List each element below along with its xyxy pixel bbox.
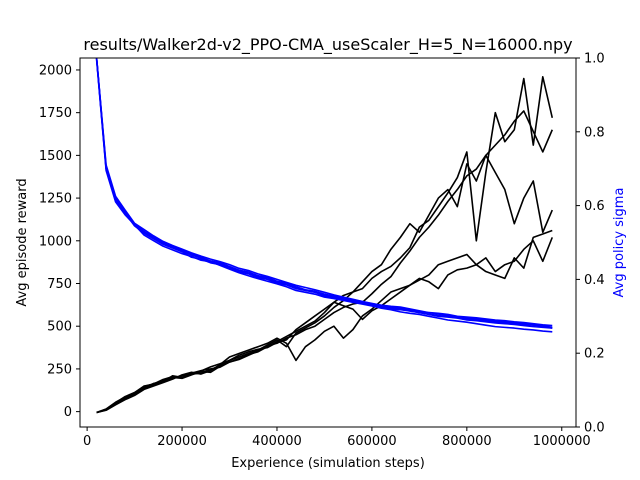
y-right-tick-label: 0.6 [584, 199, 605, 214]
x-tick-label: 1000000 [533, 434, 591, 449]
x-tick-label: 0 [83, 434, 91, 449]
x-tick-label: 200000 [157, 434, 207, 449]
y-tick-label: 0 [64, 405, 72, 420]
x-axis-title: Experience (simulation steps) [231, 456, 425, 471]
y-tick-label: 500 [47, 320, 72, 335]
x-axis-ticks: 0 200000 400000 600000 800000 1000000 [83, 427, 591, 449]
y-tick-label: 2000 [39, 63, 72, 78]
reward-series-line-0 [96, 110, 554, 414]
sigma-series-line-9 [95, 58, 553, 329]
y-tick-label: 1250 [39, 192, 72, 207]
chart-title: results/Walker2d-v2_PPO-CMA_useScaler_H=… [83, 35, 572, 55]
y-right-tick-label: 1.0 [584, 52, 605, 67]
y-tick-label: 750 [47, 277, 72, 292]
y-right-tick-label: 0.8 [584, 125, 605, 140]
x-tick-label: 400000 [252, 434, 302, 449]
x-tick-label: 600000 [347, 434, 397, 449]
y-right-tick-label: 0.0 [584, 421, 605, 436]
x-tick-label: 800000 [442, 434, 492, 449]
sigma-series-line-8 [95, 58, 553, 329]
sigma-series-line-7 [95, 59, 553, 333]
reward-series-line-2 [96, 75, 554, 414]
y-tick-label: 250 [47, 362, 72, 377]
y-axis-right-title: Avg policy sigma [612, 188, 627, 298]
reward-series-line-4 [96, 229, 553, 414]
y-axis-ticks: 0 250 500 750 1000 1250 1500 1750 2000 [39, 63, 80, 420]
y-tick-label: 1750 [39, 106, 72, 121]
y-right-tick-label: 0.2 [584, 347, 605, 362]
series-layer [95, 58, 554, 414]
plot-frame [79, 57, 577, 428]
y-right-tick-label: 0.4 [584, 273, 605, 288]
y-tick-label: 1000 [39, 234, 72, 249]
y-tick-label: 1500 [39, 149, 72, 164]
y-axis-right-ticks: 0.0 0.2 0.4 0.6 0.8 1.0 [576, 52, 605, 436]
y-axis-title: Avg episode reward [15, 178, 30, 306]
